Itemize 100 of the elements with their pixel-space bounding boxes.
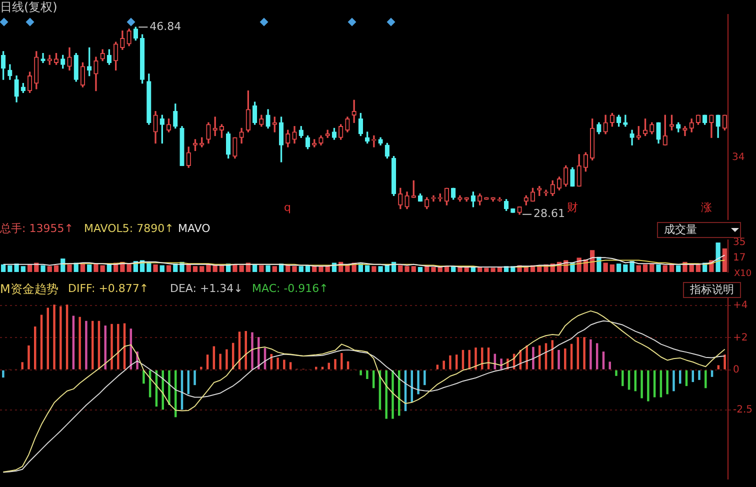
- bar: [418, 266, 423, 272]
- bar: [106, 264, 112, 272]
- bar: [590, 339, 592, 370]
- annotation: q: [284, 201, 291, 215]
- bar: [640, 370, 643, 398]
- bar: [662, 265, 668, 272]
- bar: [360, 370, 362, 376]
- annotation: 财: [567, 201, 578, 215]
- bar: [67, 264, 72, 272]
- bar: [704, 370, 707, 388]
- y-tick-label: -2.5: [733, 404, 753, 416]
- bar: [417, 370, 420, 394]
- bar: [292, 266, 297, 272]
- bar: [212, 265, 218, 272]
- y-tick-label: 0: [733, 364, 740, 376]
- bar: [8, 265, 12, 272]
- y-tick-label: +2: [733, 332, 748, 344]
- bar: [46, 308, 50, 370]
- y-tick-label: 17: [733, 252, 746, 264]
- bar: [276, 358, 279, 370]
- bar: [653, 370, 656, 398]
- bar: [724, 354, 726, 370]
- bar: [398, 265, 403, 272]
- bar: [378, 266, 383, 272]
- bar: [364, 265, 370, 272]
- bar: [564, 348, 566, 370]
- annotation: 28.61: [534, 207, 566, 220]
- bar: [312, 266, 317, 272]
- bar: [558, 350, 560, 370]
- bar: [610, 264, 614, 272]
- bar: [100, 265, 105, 272]
- bar: [340, 352, 343, 370]
- bar: [283, 360, 286, 370]
- bar: [642, 264, 648, 272]
- bar: [110, 324, 113, 370]
- bar: [298, 266, 304, 272]
- chart-title: M资金趋势: [0, 282, 58, 296]
- bar: [576, 337, 580, 370]
- bar: [200, 266, 204, 272]
- bar: [244, 330, 247, 370]
- text: DIFF: +0.877↑: [68, 282, 149, 296]
- bar: [385, 370, 388, 419]
- bar: [78, 316, 81, 370]
- y-tick-label: +4: [733, 300, 748, 312]
- bar: [650, 264, 654, 272]
- bar: [615, 370, 618, 376]
- text: MAVO: [178, 222, 210, 236]
- bar: [669, 264, 674, 272]
- bar: [72, 316, 75, 370]
- bar: [34, 326, 36, 370]
- bar: [289, 362, 292, 370]
- bar: [2, 370, 4, 378]
- annotation: 涨: [701, 201, 712, 215]
- bar: [583, 337, 586, 370]
- bar: [318, 266, 324, 272]
- bar: [192, 266, 198, 272]
- bar: [66, 304, 68, 370]
- bar: [656, 264, 661, 272]
- bar: [60, 306, 62, 370]
- bar: [153, 264, 158, 272]
- bar: [608, 362, 611, 370]
- bar: [334, 359, 336, 370]
- bar: [251, 332, 254, 370]
- chart-title: 日线(复权): [0, 0, 58, 14]
- text: X10: [734, 268, 752, 281]
- bar: [27, 264, 32, 272]
- text: 成交量: [657, 222, 741, 238]
- bar: [206, 354, 209, 370]
- text: 34: [732, 151, 745, 165]
- bar: [94, 264, 98, 272]
- bar: [259, 265, 264, 272]
- bar: [40, 265, 46, 272]
- bar: [168, 370, 170, 405]
- bar: [162, 370, 164, 410]
- bar: [616, 264, 622, 272]
- bar: [698, 370, 700, 380]
- bar: [717, 365, 720, 370]
- bar: [455, 354, 458, 370]
- bar: [481, 348, 484, 370]
- bar: [80, 264, 86, 272]
- bar: [366, 370, 368, 379]
- bar: [666, 370, 668, 394]
- text: 总手: 13955↑: [0, 222, 74, 236]
- bar: [404, 266, 410, 272]
- bar: [596, 343, 598, 370]
- bar: [200, 366, 202, 370]
- bar: [252, 264, 258, 272]
- bar: [194, 370, 196, 386]
- bar: [186, 264, 191, 272]
- bar: [672, 370, 675, 392]
- bar: [87, 264, 92, 272]
- bar: [532, 346, 534, 370]
- bar: [474, 348, 477, 370]
- bar: [53, 304, 56, 370]
- candlestick: [372, 135, 376, 148]
- bar: [28, 345, 30, 370]
- bar: [411, 266, 416, 272]
- bar: [431, 266, 436, 272]
- bar: [160, 265, 164, 272]
- bar: [54, 265, 59, 272]
